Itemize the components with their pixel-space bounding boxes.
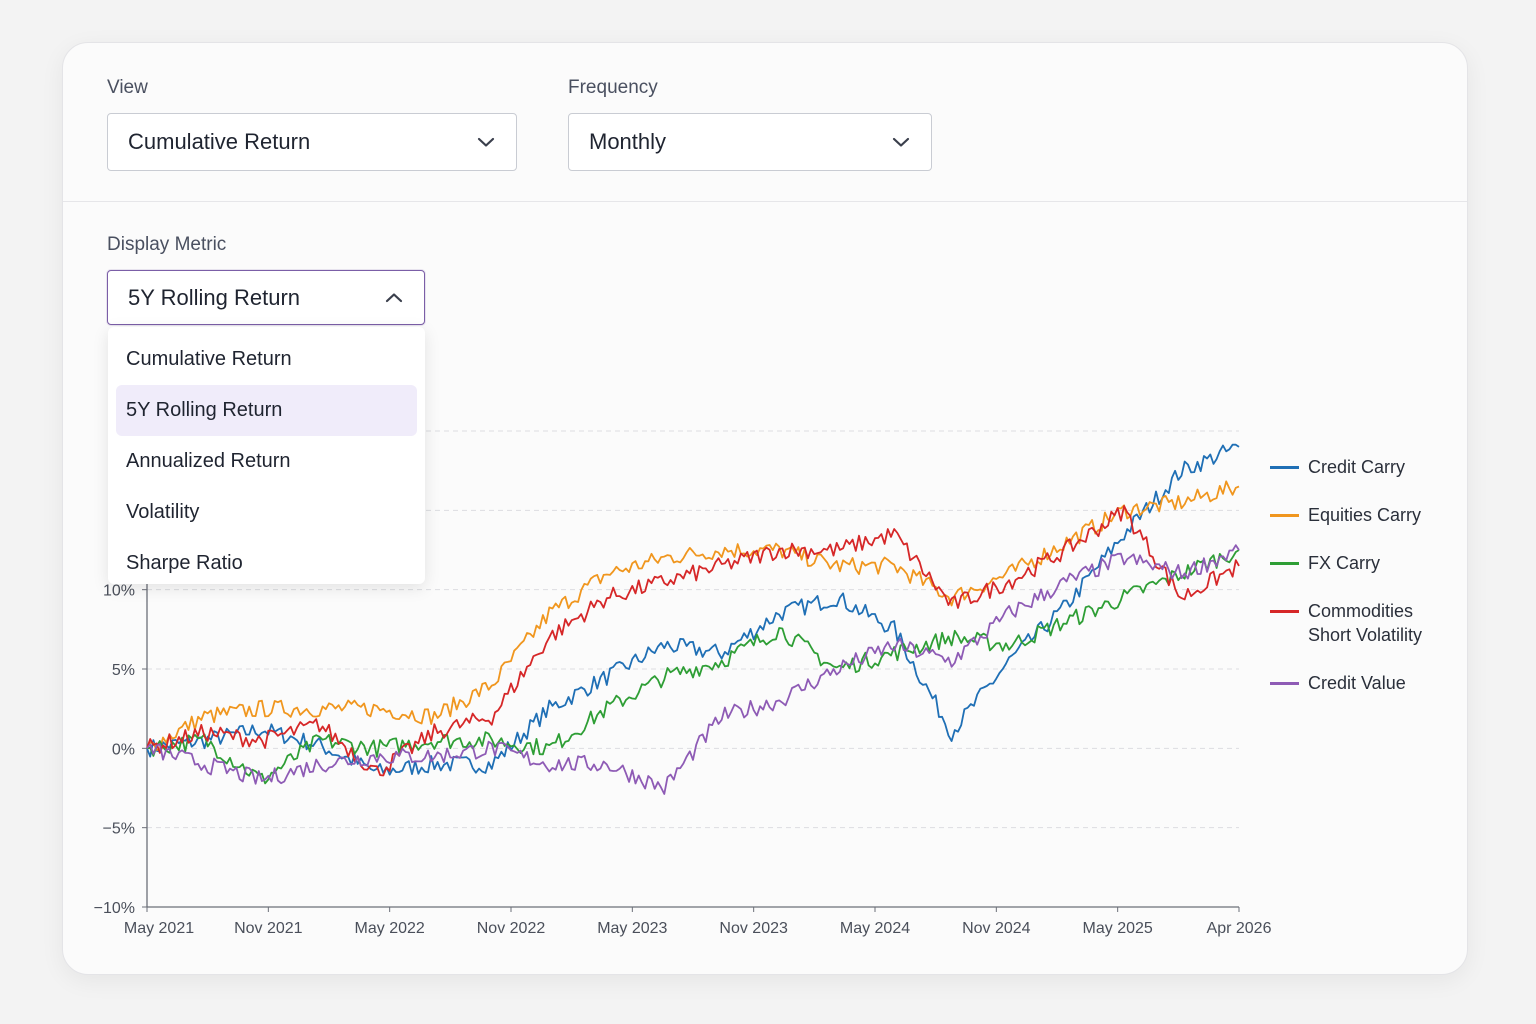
x-tick-label: Nov 2023 (719, 920, 788, 937)
chevron-down-icon (891, 132, 911, 152)
menu-option-volatility[interactable]: Volatility (126, 501, 200, 523)
frequency-label: Frequency (568, 77, 658, 98)
menu-option-annualized-return[interactable]: Annualized Return (126, 450, 291, 472)
section-divider (63, 201, 1467, 202)
y-tick-label: 10% (103, 583, 135, 600)
legend-swatch (1270, 610, 1299, 613)
menu-option-cumulative-return[interactable]: Cumulative Return (126, 348, 292, 370)
legend-item-equities-carry[interactable]: Equities Carry (1270, 503, 1448, 527)
view-select-value: Cumulative Return (128, 129, 311, 154)
x-tick-label: May 2023 (597, 920, 667, 937)
y-tick-label: −10% (94, 900, 135, 917)
series-line (146, 480, 1240, 751)
display-metric-select-value: 5Y Rolling Return (128, 284, 301, 310)
legend-label: FX Carry (1308, 553, 1380, 573)
display-metric-select[interactable]: 5Y Rolling Return (107, 270, 425, 325)
chevron-down-icon (476, 132, 496, 152)
frequency-select-value: Monthly (589, 129, 667, 154)
menu-option-5y-rolling-return[interactable]: 5Y Rolling Return (116, 385, 417, 436)
legend-item-credit-value[interactable]: Credit Value (1270, 671, 1448, 695)
x-tick-label: Nov 2022 (477, 920, 546, 937)
dashboard-card: View Cumulative Return Frequency Monthly… (62, 42, 1468, 975)
y-tick-label: −5% (103, 821, 135, 838)
y-tick-label: 0% (112, 741, 135, 758)
legend-swatch (1270, 562, 1299, 565)
menu-option-sharpe-ratio[interactable]: Sharpe Ratio (126, 552, 243, 574)
legend-label: Equities Carry (1308, 505, 1422, 525)
legend-swatch (1270, 514, 1299, 517)
legend-item-fx-carry[interactable]: FX Carry (1270, 551, 1448, 575)
x-tick-label: May 2025 (1083, 920, 1153, 937)
chevron-up-icon (384, 288, 404, 308)
x-tick-label: May 2022 (355, 920, 425, 937)
legend-swatch (1270, 466, 1299, 469)
legend-label: Commodities Short Volatility (1308, 601, 1423, 645)
display-metric-label: Display Metric (107, 234, 227, 255)
legend-item-commodities-short-volatility[interactable]: Commodities Short Volatility (1270, 599, 1448, 647)
view-label: View (107, 77, 148, 98)
x-tick-label: Nov 2024 (962, 920, 1031, 937)
display-metric-menu: Cumulative Return 5Y Rolling Return Annu… (108, 327, 425, 584)
frequency-select[interactable]: Monthly (568, 113, 932, 171)
line-chart: −10% −5% 0% 5% 10% May 2021 Nov 2021 May 2022 No… (94, 430, 1272, 937)
legend-swatch (1270, 682, 1299, 685)
y-tick-label: 5% (112, 662, 135, 679)
x-tick-label: May 2024 (840, 920, 910, 937)
series-line (146, 549, 1240, 785)
series-line (146, 443, 1240, 776)
legend-label: Credit Value (1308, 673, 1406, 693)
view-select[interactable]: Cumulative Return (107, 113, 517, 171)
chart-legend: Credit Carry Equities Carry FX Carry Com… (1270, 455, 1448, 719)
x-tick-label: May 2021 (124, 920, 194, 937)
legend-label: Credit Carry (1308, 457, 1406, 477)
x-tick-label: Nov 2021 (234, 920, 303, 937)
series-line (146, 544, 1240, 795)
legend-item-credit-carry[interactable]: Credit Carry (1270, 455, 1448, 479)
x-tick-label: Apr 2026 (1207, 920, 1272, 937)
series-line (146, 505, 1240, 777)
